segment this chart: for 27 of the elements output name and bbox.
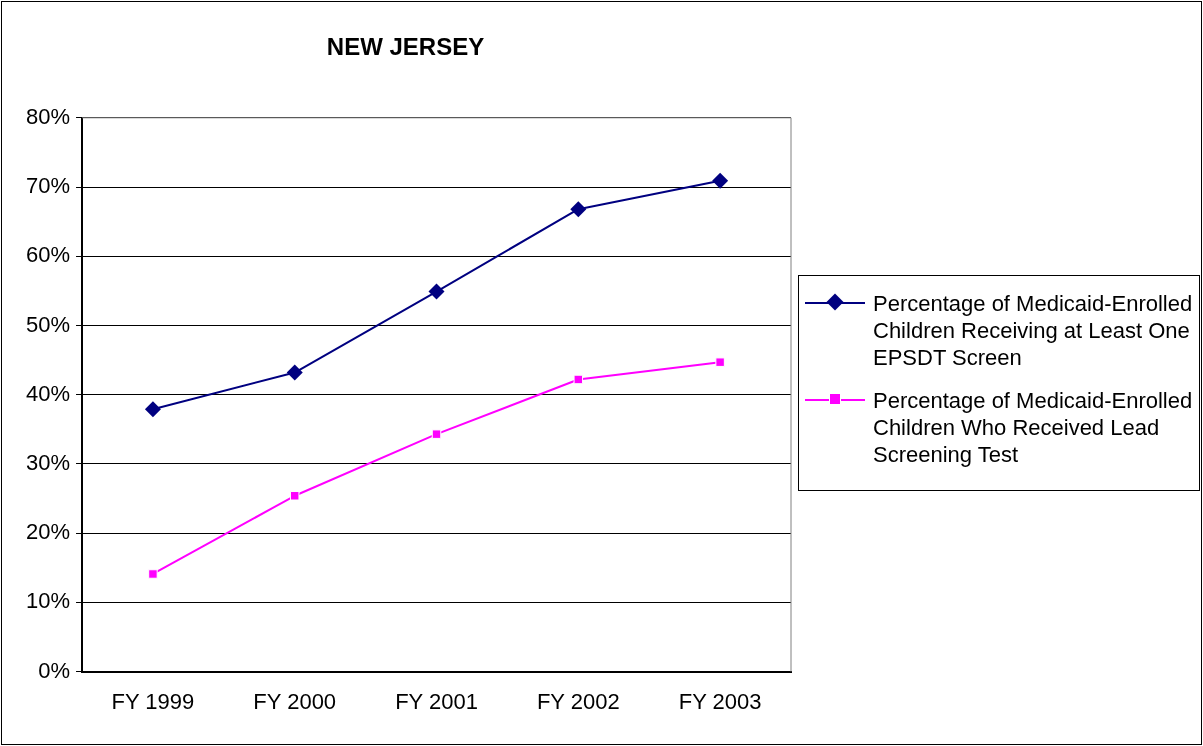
y-tick-label: 0%	[38, 657, 71, 683]
x-tick-label: FY 2001	[395, 688, 478, 714]
y-tick-label: 80%	[25, 103, 71, 129]
legend-label: Percentage of Medicaid-Enrolled Children Who Received Lead Screening Test	[873, 387, 1194, 468]
point	[715, 357, 725, 367]
point	[573, 374, 584, 385]
point	[289, 491, 300, 501]
point	[431, 429, 442, 439]
y-tick-label: 70%	[25, 173, 71, 199]
point	[428, 283, 445, 300]
chart-title: NEW JERSEY	[326, 33, 485, 61]
y-tick-label: 20%	[25, 519, 71, 545]
x-tick-label: FY 2002	[536, 688, 620, 714]
legend-label: Percentage of Medicaid-Enrolled Children Receiving at Least One EPSDT Screen	[873, 290, 1194, 371]
x-tick-label: FY 1999	[111, 688, 195, 714]
x-tick-label: FY 2003	[678, 688, 762, 714]
y-tick-label: 40%	[25, 380, 71, 406]
point	[712, 172, 729, 189]
point	[144, 401, 161, 418]
x-tick-label: FY 2000	[253, 688, 337, 714]
point	[570, 201, 587, 218]
y-tick-label: 10%	[25, 588, 71, 614]
point	[148, 569, 158, 579]
y-tick-label: 50%	[25, 311, 71, 337]
y-tick-label: 60%	[25, 242, 71, 268]
y-tick-label: 30%	[25, 449, 71, 475]
point	[286, 364, 303, 381]
